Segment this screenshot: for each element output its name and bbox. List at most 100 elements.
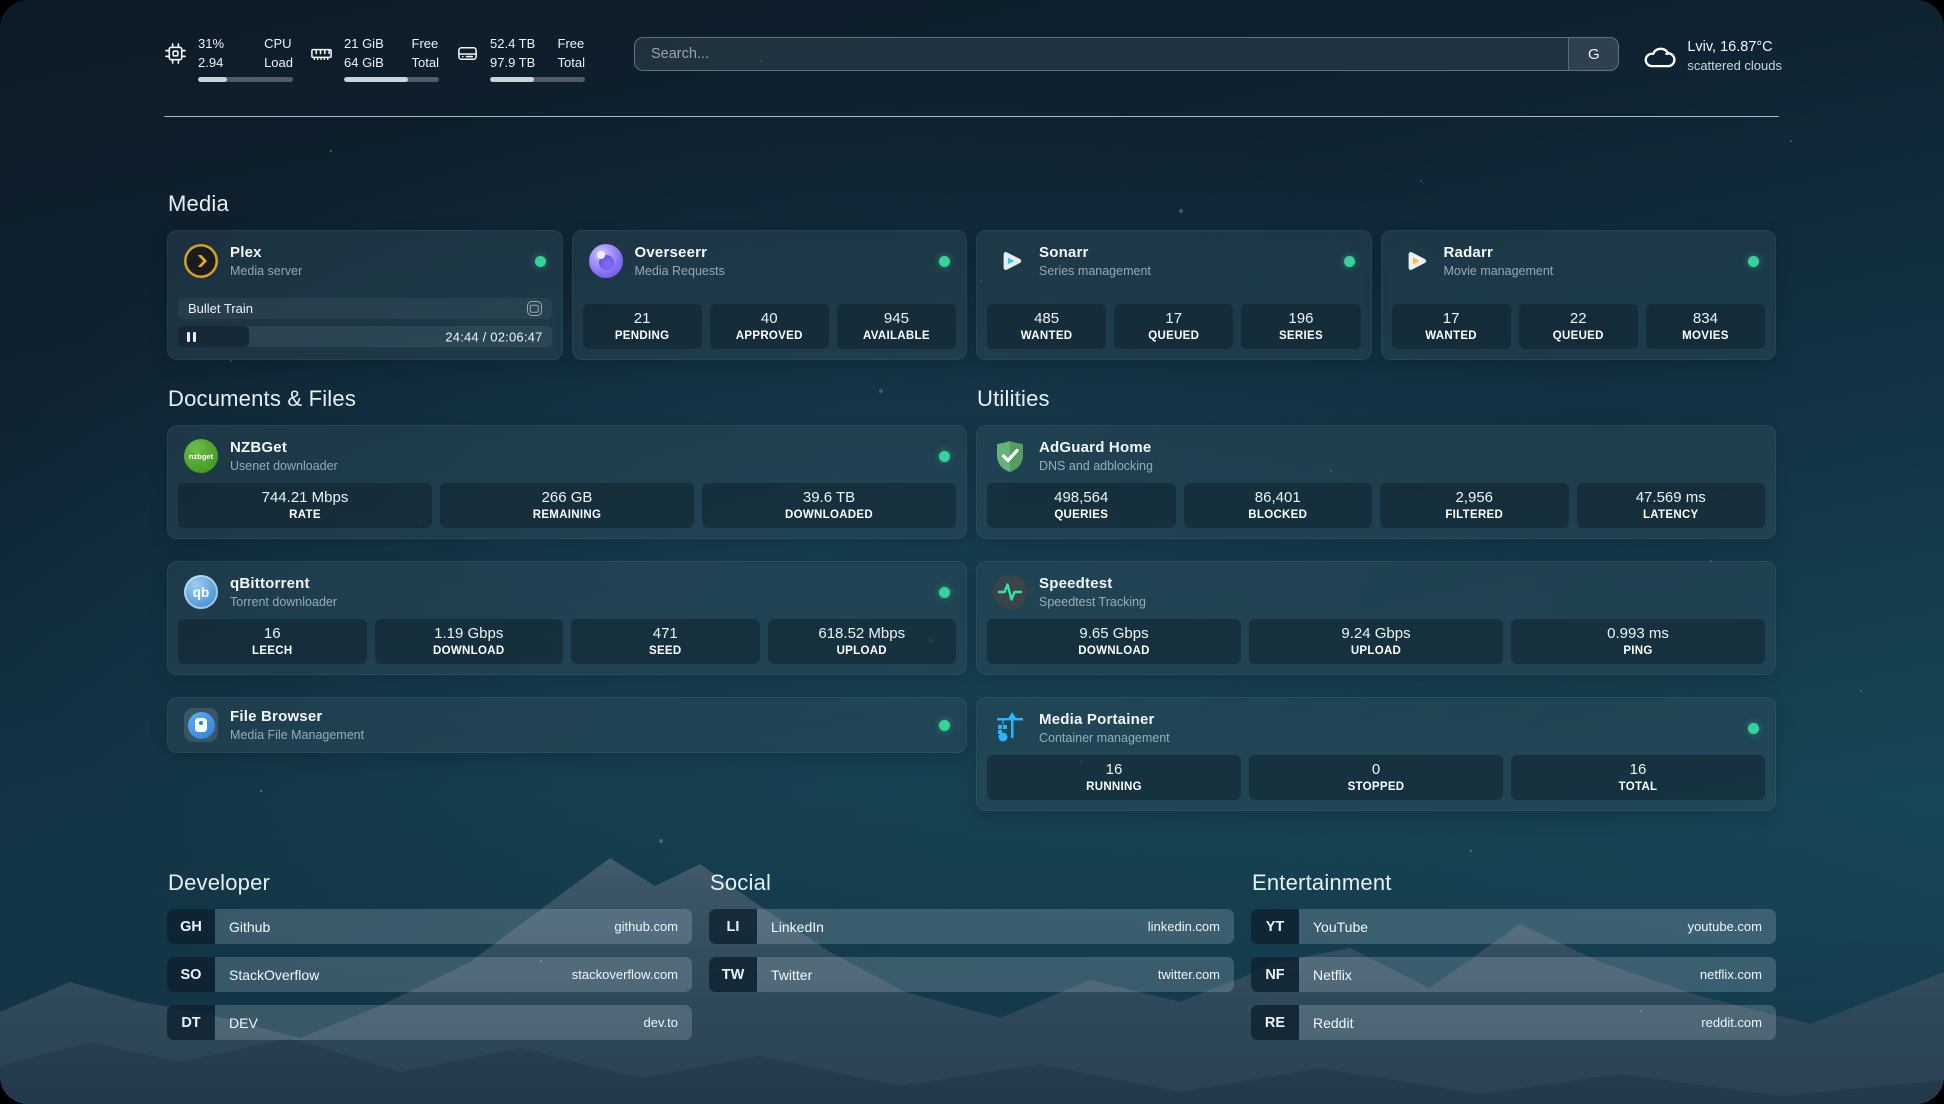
app-title: NZBGet bbox=[230, 439, 288, 457]
bookmark-url: github.com bbox=[614, 919, 678, 935]
stat-box: 834 MOVIES bbox=[1645, 304, 1766, 350]
app-card-qbittorrent[interactable]: qb qBittorrent Torrent downloader 16 LEEC… bbox=[167, 561, 967, 676]
cpu-usage-bar bbox=[198, 77, 293, 82]
bookmark-twitter[interactable]: TW Twitter twitter.com bbox=[709, 957, 1234, 993]
disk-labels: Free Total bbox=[557, 36, 585, 70]
memory-labels: Free Total bbox=[411, 36, 439, 70]
filebrowser-icon bbox=[184, 708, 218, 743]
app-card-nzbget[interactable]: nzbget NZBGet Usenet downloader 744.21 M… bbox=[167, 425, 967, 540]
memory-usage-bar bbox=[344, 77, 439, 82]
app-subtitle: Movie management bbox=[1443, 264, 1554, 279]
bookmark-youtube[interactable]: YT YouTube youtube.com bbox=[1251, 909, 1776, 945]
snow-particles bbox=[0, 0, 2, 2]
stat-box: 86,401 BLOCKED bbox=[1183, 483, 1372, 529]
bookmark-dev[interactable]: DT DEV dev.to bbox=[167, 1005, 692, 1041]
disk-usage-bar bbox=[490, 77, 585, 82]
session-thumbnail-icon[interactable] bbox=[526, 301, 542, 317]
search-input[interactable] bbox=[635, 38, 1569, 70]
status-dot bbox=[1748, 722, 1759, 734]
app-title: Overseerr bbox=[634, 244, 708, 262]
documents-column: Documents & Files nzbget NZBGet Usenet d… bbox=[167, 386, 967, 811]
memory-ram-icon bbox=[311, 48, 332, 61]
weather-condition: scattered clouds bbox=[1687, 58, 1782, 73]
stat-box: 744.21 Mbps RATE bbox=[178, 483, 432, 529]
search-engine-button[interactable]: G bbox=[1568, 38, 1619, 70]
bookmark-github[interactable]: GH Github github.com bbox=[167, 909, 692, 945]
bookmark-netflix[interactable]: NF Netflix netflix.com bbox=[1251, 957, 1776, 993]
bookmark-name: Netflix bbox=[1313, 966, 1352, 983]
bookmark-name: StackOverflow bbox=[229, 966, 320, 983]
bookmark-reddit[interactable]: RE Reddit reddit.com bbox=[1251, 1005, 1776, 1041]
section-header-documents: Documents & Files bbox=[168, 386, 357, 412]
bookmark-name: Reddit bbox=[1313, 1014, 1354, 1031]
stat-box: 0.993 ms PING bbox=[1511, 619, 1765, 665]
plex-progress-bar: 24:44 / 02:06:47 bbox=[178, 326, 552, 348]
bookmarks-entertainment: Entertainment YT YouTube youtube.com NF bbox=[1251, 870, 1776, 1041]
bookmark-stackoverflow[interactable]: SO StackOverflow stackoverflow.com bbox=[167, 957, 692, 993]
app-card-adguard[interactable]: AdGuard Home DNS and adblocking 498,564 Q… bbox=[976, 425, 1776, 540]
app-title: AdGuard Home bbox=[1039, 439, 1152, 457]
bookmark-name: Twitter bbox=[771, 966, 813, 983]
stat-box: 0 STOPPED bbox=[1249, 755, 1503, 801]
bookmark-abbr: DT bbox=[167, 1005, 215, 1041]
stat-box: 1.19 Gbps DOWNLOAD bbox=[374, 619, 563, 665]
app-subtitle: Torrent downloader bbox=[230, 595, 338, 610]
cpu-chip-icon bbox=[165, 43, 186, 64]
cloud-icon bbox=[1644, 47, 1676, 67]
bookmark-abbr: RE bbox=[1251, 1005, 1299, 1041]
app-subtitle: Speedtest Tracking bbox=[1039, 595, 1147, 610]
bookmark-url: linkedin.com bbox=[1147, 919, 1220, 935]
stat-box: 498,564 QUERIES bbox=[987, 483, 1176, 529]
header-divider bbox=[164, 115, 1779, 118]
bookmarks-developer: Developer GH Github github.com SO bbox=[167, 870, 692, 1041]
app-card-overseerr[interactable]: Overseerr Media Requests 21 PENDING 40 APP… bbox=[571, 230, 967, 361]
stat-box: 9.24 Gbps UPLOAD bbox=[1249, 619, 1503, 665]
stat-box: 945 AVAILABLE bbox=[836, 304, 957, 350]
bookmark-url: youtube.com bbox=[1687, 919, 1762, 935]
search-bar: G bbox=[634, 37, 1620, 71]
app-card-plex[interactable]: Plex Media server Bullet Train 24:44 / 0… bbox=[167, 230, 563, 361]
stat-box: 196 SERIES bbox=[1241, 304, 1361, 350]
app-card-filebrowser[interactable]: File Browser Media File Management bbox=[167, 697, 967, 754]
stat-box: 9.65 Gbps DOWNLOAD bbox=[987, 619, 1241, 665]
app-card-speedtest[interactable]: Speedtest Speedtest Tracking 9.65 Gbps DO… bbox=[976, 561, 1776, 676]
bookmark-name: LinkedIn bbox=[771, 918, 824, 935]
bookmark-abbr: YT bbox=[1251, 909, 1299, 945]
utilities-column: Utilities bbox=[976, 386, 1776, 812]
stat-box: 266 GB REMAINING bbox=[440, 483, 694, 529]
nzbget-icon: nzbget bbox=[184, 439, 218, 474]
stat-box: 471 SEED bbox=[571, 619, 760, 665]
cpu-values: 31% 2.94 bbox=[198, 36, 225, 70]
bookmark-abbr: GH bbox=[167, 909, 215, 945]
cpu-labels: CPU Load bbox=[264, 36, 293, 70]
memory-widget: 21 GiB 64 GiB Free Total bbox=[310, 36, 439, 82]
bookmark-url: netflix.com bbox=[1699, 967, 1762, 983]
app-title: Plex bbox=[230, 244, 262, 262]
disk-values: 52.4 TB 97.9 TB bbox=[490, 36, 536, 70]
app-card-portainer[interactable]: Media Portainer Container management 16 R… bbox=[976, 697, 1776, 812]
app-subtitle: Media server bbox=[230, 264, 303, 279]
pause-icon[interactable] bbox=[187, 331, 196, 342]
app-card-radarr[interactable]: Radarr Movie management 17 WANTED 22 QUEUE… bbox=[1380, 230, 1776, 361]
app-title: Sonarr bbox=[1039, 244, 1089, 262]
bookmark-linkedin[interactable]: LI LinkedIn linkedin.com bbox=[709, 909, 1234, 945]
status-dot bbox=[534, 255, 546, 267]
status-dot bbox=[1343, 255, 1355, 267]
bookmark-name: YouTube bbox=[1313, 918, 1369, 935]
bookmark-abbr: SO bbox=[167, 957, 215, 993]
qbittorrent-icon: qb bbox=[184, 575, 218, 610]
stat-box: 16 TOTAL bbox=[1511, 755, 1765, 801]
cpu-widget: 31% 2.94 CPU Load bbox=[164, 36, 293, 82]
stat-box: 22 QUEUED bbox=[1518, 304, 1638, 350]
status-dot bbox=[939, 586, 950, 598]
app-subtitle: Media File Management bbox=[230, 728, 365, 743]
status-dot bbox=[939, 450, 950, 462]
radarr-icon bbox=[1398, 244, 1432, 278]
app-subtitle: Container management bbox=[1039, 731, 1170, 746]
stat-box: 40 APPROVED bbox=[709, 304, 829, 350]
bookmark-url: twitter.com bbox=[1157, 967, 1220, 983]
bookmark-name: Github bbox=[229, 918, 271, 935]
bookmark-abbr: LI bbox=[709, 909, 757, 945]
app-card-sonarr[interactable]: Sonarr Series management 485 WANTED 17 QUE… bbox=[976, 230, 1372, 361]
speedtest-icon bbox=[993, 575, 1027, 610]
